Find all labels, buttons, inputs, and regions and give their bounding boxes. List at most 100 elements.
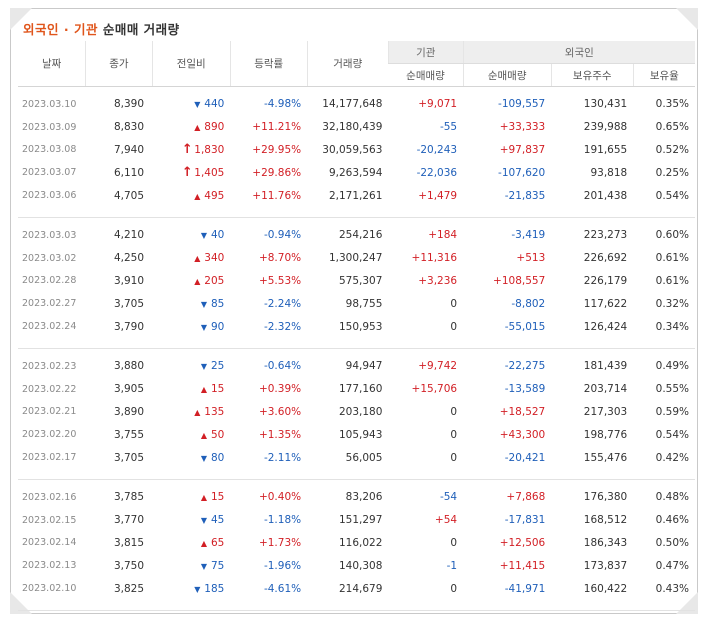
date-cell: 2023.02.21 (22, 406, 77, 418)
rate-cell: -0.94% (263, 229, 302, 242)
rate-cell: -4.61% (263, 582, 302, 595)
header-change: 전일비 (151, 41, 231, 87)
date-cell: 2023.02.17 (22, 452, 77, 464)
volume-cell: 14,177,648 (322, 98, 383, 111)
change-value: 15 (210, 383, 225, 396)
foreign-net-cell: +11,415 (499, 559, 546, 572)
holdings-cell: 173,837 (583, 559, 628, 572)
table-row: 2023.02.28 3,910 ▲ 205 +5.53% 575,307 +3,236 +1… (18, 270, 695, 293)
change-cell: ▼ 75 (152, 554, 230, 577)
table-row: 2023.02.21 3,890 ▲ 135 +3.60% 203,180 0 +18,527… (18, 401, 695, 424)
up-triangle-icon: ▲ (194, 254, 201, 264)
ratio-cell: 0.48% (655, 491, 689, 504)
date-cell: 2023.02.27 (22, 298, 77, 310)
up-triangle-icon: ▲ (194, 276, 201, 286)
date-cell: 2023.02.10 (22, 583, 77, 595)
ratio-cell: 0.65% (655, 121, 689, 134)
table-row: 2023.02.24 3,790 ▼ 90 -2.32% 150,953 0 -55,015 1… (18, 315, 695, 338)
down-triangle-icon: ▼ (200, 561, 208, 571)
ratio-cell: 0.32% (655, 297, 689, 310)
inst-net-cell: -20,243 (416, 143, 458, 156)
group-divider (18, 468, 695, 480)
up-triangle-icon: ▲ (194, 191, 201, 201)
rate-cell: +5.53% (258, 274, 302, 287)
group-divider (18, 599, 695, 611)
table-row: 2023.03.10 8,390 ▼ 440 -4.98% 14,177,648 +9,07… (18, 93, 695, 116)
change-value: 25 (210, 360, 225, 373)
change-value: 890 (204, 121, 225, 134)
inst-net-cell: +1,479 (418, 189, 458, 202)
change-cell: ▲ 65 (152, 532, 230, 555)
volume-cell: 105,943 (338, 428, 383, 441)
volume-cell: 575,307 (338, 274, 383, 287)
inst-net-cell: 0 (450, 405, 458, 418)
header-ratio: 보유율 (632, 63, 695, 87)
inst-net-cell: +9,071 (418, 98, 458, 111)
volume-cell: 177,160 (338, 383, 383, 396)
change-cell: ▼ 85 (152, 292, 230, 315)
date-cell: 2023.03.08 (22, 144, 77, 156)
table-row: 2023.02.13 3,750 ▼ 75 -1.96% 140,308 -1 +11,415… (18, 554, 695, 577)
header-close: 종가 (85, 41, 153, 87)
investor-trading-panel: 외국인 · 기관 순매매 거래량 날짜 종가 전일비 등락률 거래량 기관 외국… (10, 8, 698, 614)
ratio-cell: 0.59% (655, 405, 689, 418)
foreign-net-cell: -20,421 (504, 451, 546, 464)
volume-cell: 150,953 (338, 320, 383, 333)
foreign-net-cell: -3,419 (511, 229, 546, 242)
foreign-net-cell: +43,300 (499, 428, 546, 441)
change-cell: ▼ 90 (152, 315, 230, 338)
close-cell: 3,755 (113, 428, 145, 441)
close-cell: 3,705 (113, 451, 145, 464)
volume-cell: 203,180 (338, 405, 383, 418)
header-institution: 기관 (387, 41, 464, 64)
ratio-cell: 0.52% (655, 143, 689, 156)
change-value: 1,405 (194, 167, 225, 180)
group-divider (18, 337, 695, 349)
inst-net-cell: -22,036 (416, 166, 458, 179)
inst-net-cell: 0 (450, 451, 458, 464)
rate-cell: -2.11% (263, 451, 302, 464)
change-cell: ▲ 15 (152, 378, 230, 401)
change-cell: ▼ 185 (152, 577, 230, 600)
change-value: 495 (204, 189, 225, 202)
volume-cell: 116,022 (338, 536, 383, 549)
foreign-net-cell: +108,557 (493, 274, 546, 287)
up-triangle-icon: ▲ (200, 493, 208, 503)
close-cell: 3,910 (113, 274, 145, 287)
table-row: 2023.03.03 4,210 ▼ 40 -0.94% 254,216 +184 -3,41… (18, 224, 695, 247)
table-row: 2023.02.17 3,705 ▼ 80 -2.11% 56,005 0 -20,421 15… (18, 446, 695, 469)
table-row: 2023.02.14 3,815 ▲ 65 +1.73% 116,022 0 +12,506 1… (18, 532, 695, 555)
ratio-cell: 0.55% (655, 383, 689, 396)
holdings-cell: 126,424 (583, 320, 628, 333)
table-row: 2023.02.15 3,770 ▼ 45 -1.18% 151,297 +54 -17,83… (18, 509, 695, 532)
ratio-cell: 0.60% (655, 229, 689, 242)
foreign-net-cell: +18,527 (499, 405, 546, 418)
close-cell: 4,210 (113, 229, 145, 242)
change-cell: ▲ 15 (152, 486, 230, 509)
holdings-cell: 117,622 (583, 297, 628, 310)
volume-cell: 214,679 (338, 582, 383, 595)
holdings-cell: 217,303 (583, 405, 628, 418)
change-value: 50 (210, 428, 225, 441)
volume-cell: 1,300,247 (328, 252, 383, 265)
ratio-cell: 0.46% (655, 514, 689, 527)
foreign-net-cell: +12,506 (499, 536, 546, 549)
rate-cell: -1.18% (263, 514, 302, 527)
close-cell: 3,880 (113, 360, 145, 373)
rate-cell: +11.21% (252, 121, 302, 134)
holdings-cell: 186,343 (583, 536, 628, 549)
rate-cell: +1.73% (258, 536, 302, 549)
ratio-cell: 0.25% (655, 166, 689, 179)
holdings-cell: 191,655 (583, 143, 628, 156)
table-row: 2023.03.07 6,110 ↑ 1,405 +29.86% 9,263,594 -22… (18, 161, 695, 184)
change-value: 15 (210, 491, 225, 504)
date-cell: 2023.02.15 (22, 514, 77, 526)
table-row: 2023.02.20 3,755 ▲ 50 +1.35% 105,943 0 +43,300 1… (18, 423, 695, 446)
table-row: 2023.03.09 8,830 ▲ 890 +11.21% 32,180,439 -55 +… (18, 116, 695, 139)
change-value: 75 (210, 559, 225, 572)
rate-cell: -2.32% (263, 320, 302, 333)
date-cell: 2023.03.07 (22, 167, 77, 179)
close-cell: 7,940 (113, 143, 145, 156)
rate-cell: +3.60% (258, 405, 302, 418)
change-value: 40 (210, 229, 225, 242)
